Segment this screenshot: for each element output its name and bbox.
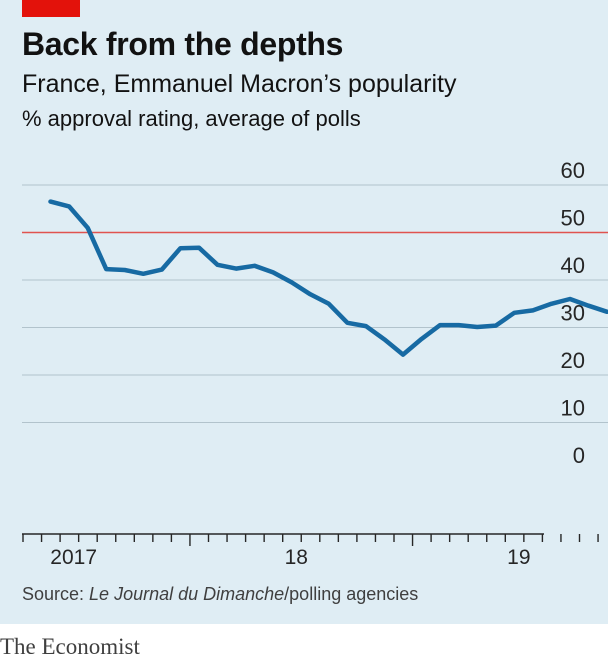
x-tick-label: 19: [507, 546, 530, 569]
source-note: Source: Le Journal du Dimanche/polling a…: [22, 584, 418, 605]
y-tick-label: 60: [561, 158, 585, 183]
chart-title: Back from the depths: [22, 26, 344, 62]
chart-subtitle: France, Emmanuel Macron’s popularity: [22, 70, 457, 98]
brand-tag: [22, 0, 80, 17]
y-tick-label: 20: [561, 348, 585, 373]
series-line-approval: [48, 199, 608, 357]
chart-card: Back from the depths France, Emmanuel Ma…: [0, 0, 608, 624]
chart-unit-label: % approval rating, average of polls: [22, 106, 361, 131]
brand-wordmark: The Economist: [0, 634, 140, 659]
source-suffix: /polling agencies: [284, 584, 419, 604]
y-tick-label: 50: [561, 206, 585, 231]
y-tick-label: 0: [573, 443, 585, 468]
y-tick-label: 10: [561, 396, 585, 421]
x-tick-label: 18: [285, 546, 308, 569]
source-prefix: Source:: [22, 584, 90, 604]
source-publication: Le Journal du Dimanche: [89, 584, 285, 604]
y-tick-label: 40: [561, 253, 585, 278]
x-tick-label: 2017: [50, 546, 97, 569]
